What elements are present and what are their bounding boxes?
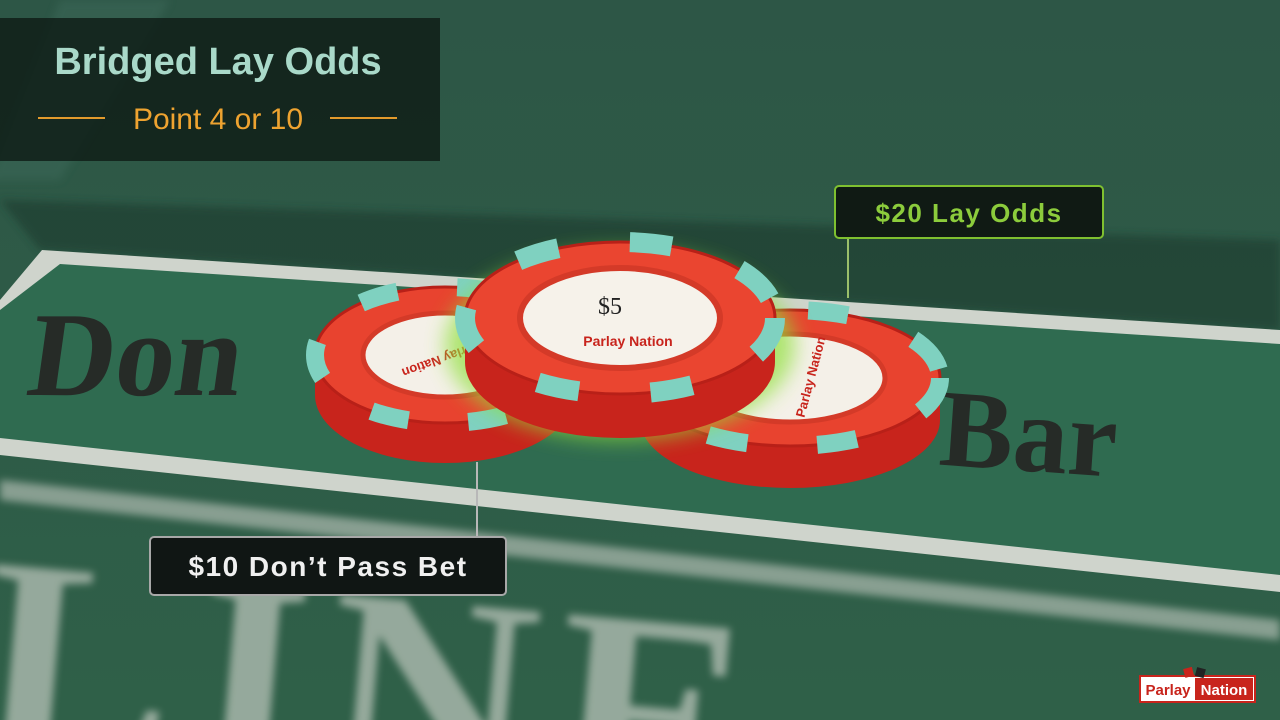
chip-denomination: $5 bbox=[598, 294, 622, 320]
subtitle: Point 4 or 10 bbox=[133, 103, 303, 136]
logo: Parlay Nation bbox=[1139, 666, 1256, 703]
logo-word: Nation bbox=[1201, 682, 1248, 699]
table-text: Bar bbox=[936, 367, 1121, 501]
chip-edge-spots bbox=[455, 232, 785, 404]
chip-brand: Parlay Nation bbox=[583, 333, 672, 349]
logo-fill bbox=[1195, 678, 1253, 700]
chip-inlay bbox=[517, 265, 723, 371]
callout-label: $10 Don’t Pass Bet bbox=[188, 551, 467, 582]
callout-label: $20 Lay Odds bbox=[875, 198, 1062, 228]
title: Bridged Lay Odds bbox=[54, 41, 381, 83]
logo-die bbox=[1194, 667, 1206, 679]
logo-die bbox=[1183, 666, 1195, 678]
logo-word: Parlay bbox=[1145, 682, 1191, 699]
table-text: Don bbox=[21, 290, 253, 422]
title-box bbox=[0, 18, 440, 161]
callout-box bbox=[149, 536, 507, 596]
line-border bbox=[0, 480, 1280, 640]
chip-stack: $5 Parlay Nation bbox=[445, 232, 795, 440]
callout-box bbox=[834, 185, 1104, 239]
